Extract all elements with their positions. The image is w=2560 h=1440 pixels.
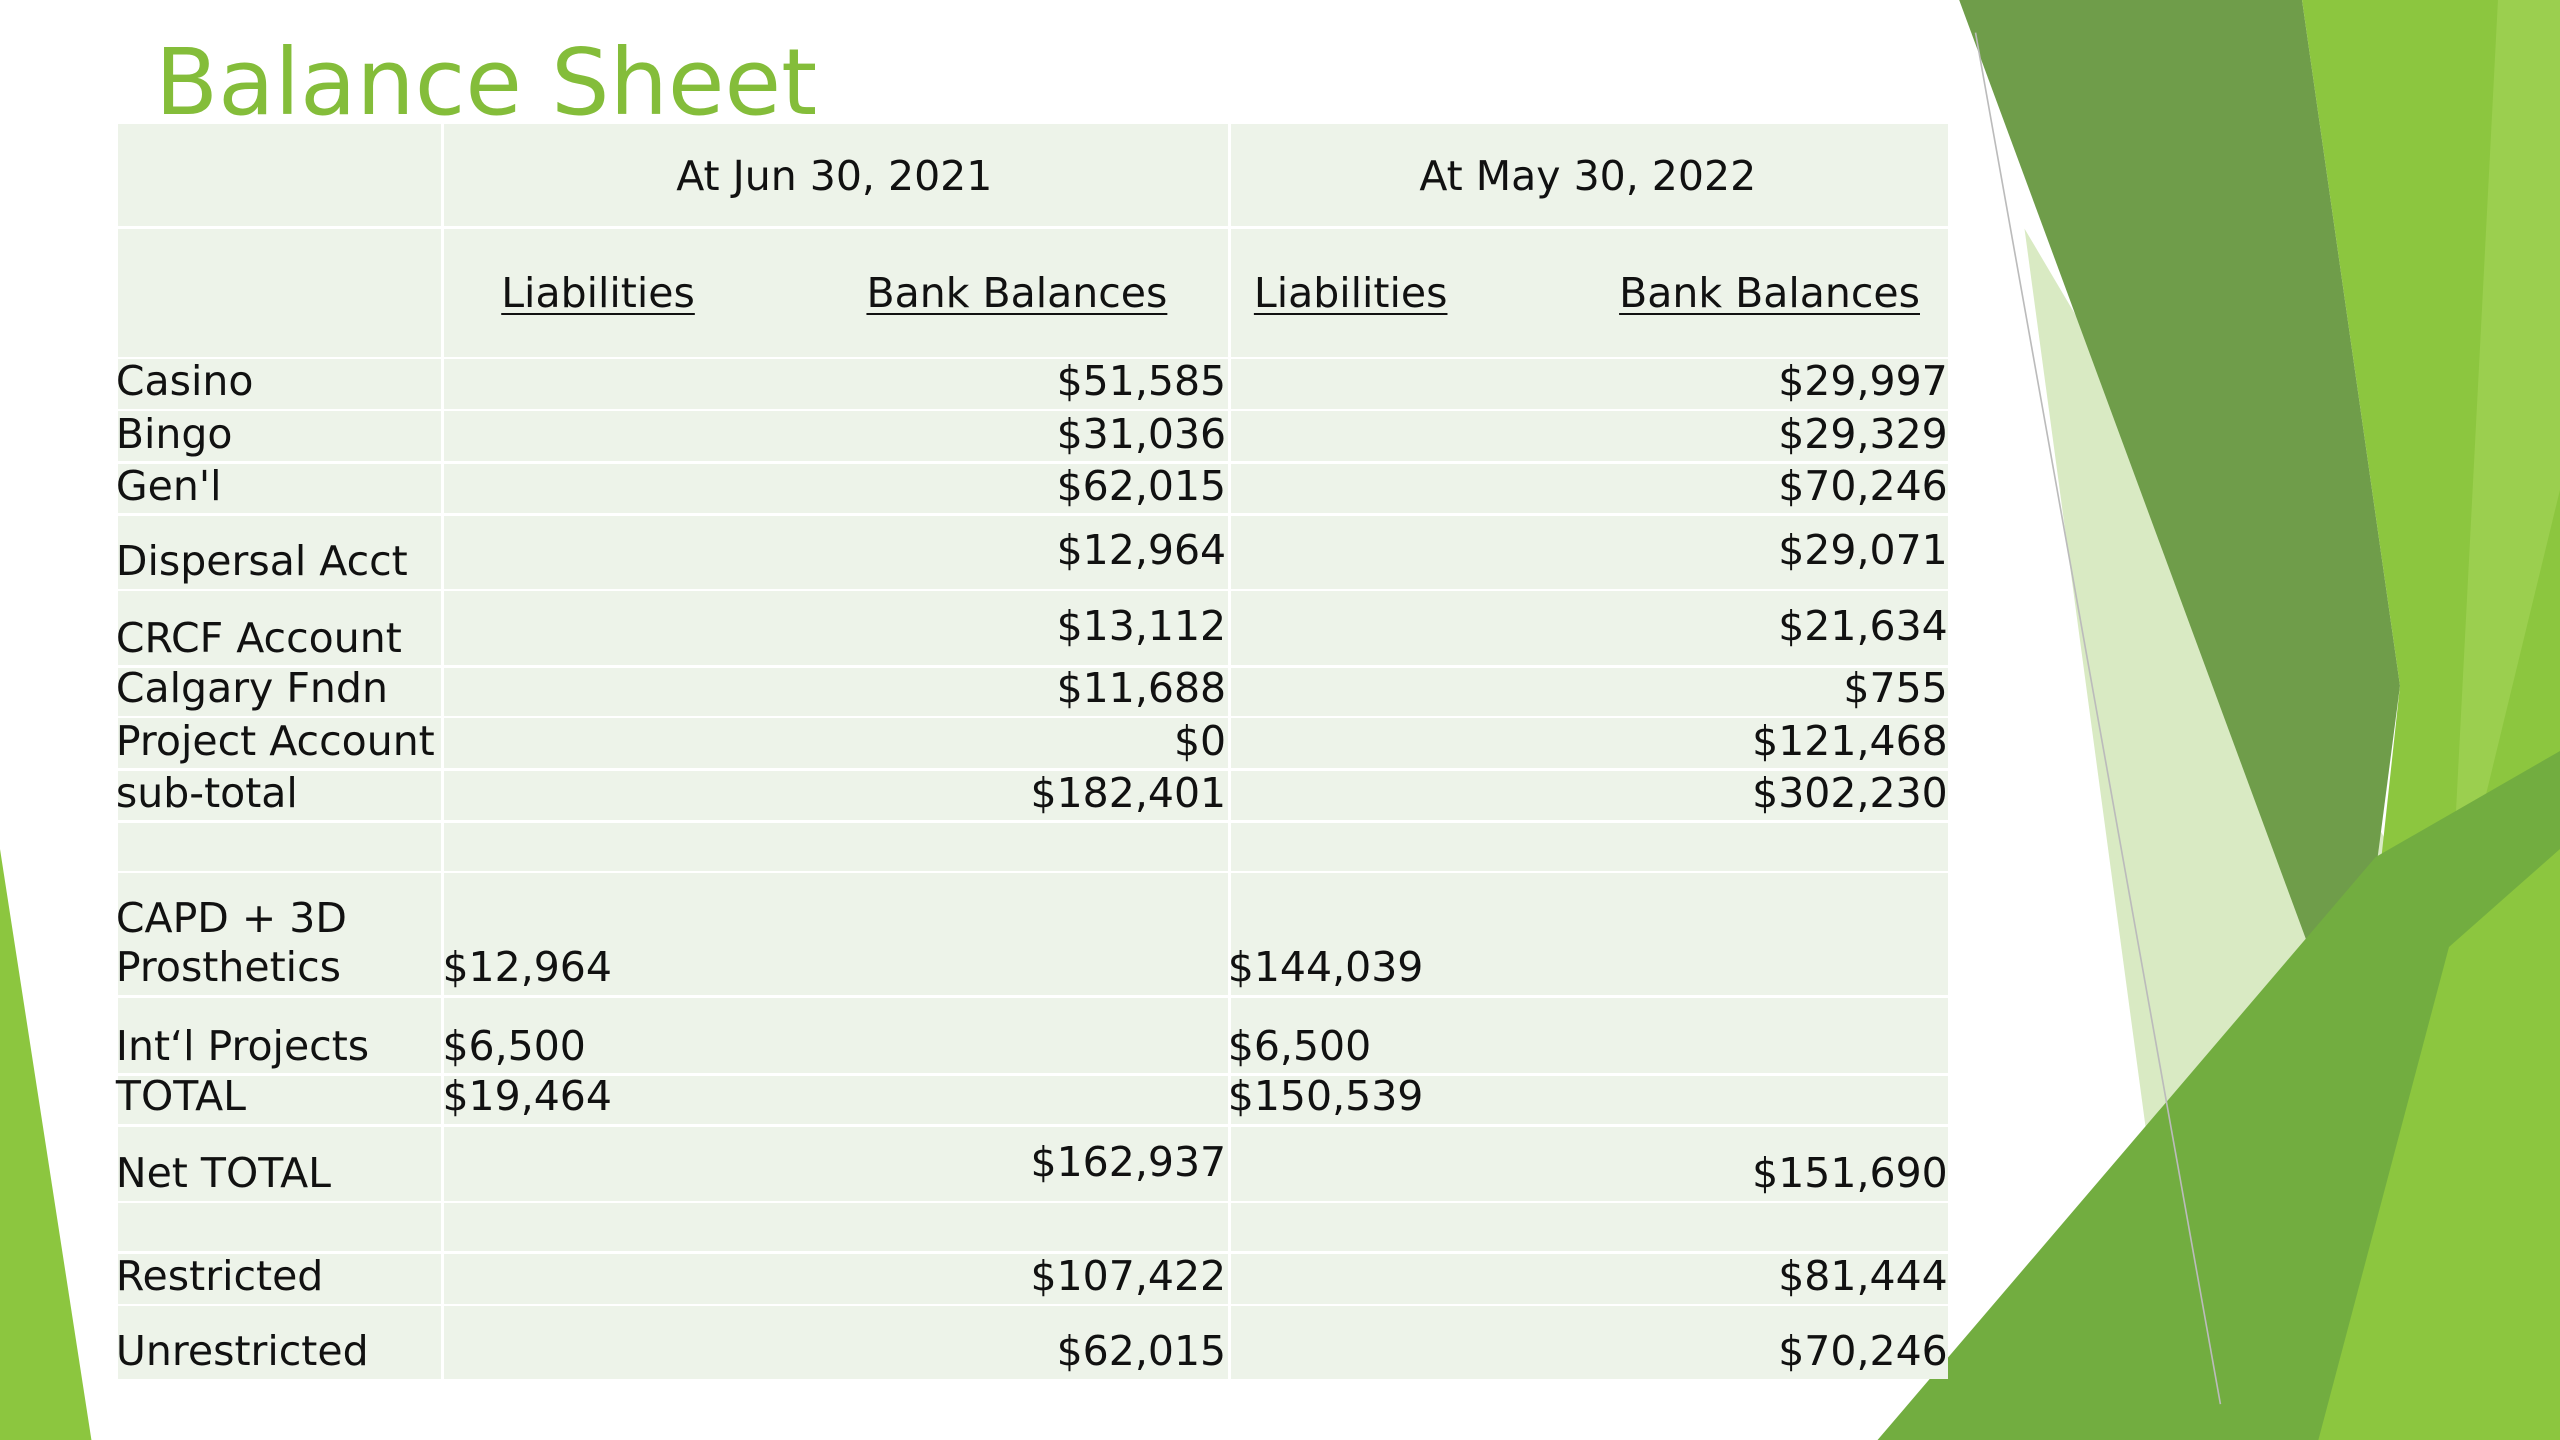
period-header: At May 30, 2022: [1419, 151, 1757, 200]
table-row-bg: [118, 718, 1948, 769]
table-row-bg: [118, 1126, 1948, 1201]
bank-value: $13,112: [1056, 602, 1227, 651]
liability-value: $150,539: [1227, 1072, 1424, 1121]
thin-line: [1974, 32, 2222, 1405]
bank-value: $12,964: [1056, 526, 1227, 575]
row-label: Project Account: [115, 716, 435, 765]
table-row-bg: [118, 591, 1948, 666]
table-row-bg: [118, 515, 1948, 589]
row-label-line: CAPD + 3D: [115, 894, 347, 943]
row-label: Restricted: [115, 1252, 324, 1301]
row-label: TOTAL: [115, 1072, 246, 1121]
column-header: Liabilities: [501, 269, 695, 318]
table-row-bg: [118, 997, 1948, 1074]
row-label: Net TOTAL: [115, 1149, 331, 1198]
bank-value: $51,585: [1056, 357, 1227, 406]
bank-value: $182,401: [1030, 768, 1227, 817]
bank-value: $62,015: [1056, 461, 1227, 510]
table-row-bg: [118, 411, 1948, 462]
shape: [0, 848, 92, 1440]
period-header: At Jun 30, 2021: [676, 151, 993, 200]
bank-value: $62,015: [1056, 1327, 1227, 1376]
liability-value: $6,500: [442, 1021, 586, 1070]
bank-value: $70,246: [1778, 461, 1948, 510]
bank-value: $107,422: [1030, 1252, 1227, 1301]
bank-value: $70,246: [1778, 1327, 1948, 1376]
bank-value: $29,997: [1778, 357, 1948, 406]
liability-value: $6,500: [1227, 1021, 1372, 1070]
shape: [2448, 0, 2560, 947]
bank-value: $31,036: [1056, 409, 1227, 458]
table-row-bg: [118, 359, 1948, 409]
table-row-bg: [118, 822, 1948, 871]
table-row-bg: [118, 463, 1948, 514]
bank-value: $121,468: [1752, 716, 1948, 765]
row-label: Dispersal Acct: [115, 536, 408, 585]
row-label: sub-total: [115, 768, 298, 817]
liability-value: $144,039: [1227, 943, 1424, 992]
row-label: Gen'l: [115, 461, 222, 510]
table-row-bg: [118, 1203, 1948, 1252]
row-label: Casino: [115, 357, 254, 406]
bank-value: $11,688: [1056, 664, 1227, 713]
bank-value: $755: [1843, 664, 1948, 713]
column-header: Bank Balances: [866, 269, 1168, 318]
bank-value: $29,071: [1778, 526, 1948, 575]
shape: [2318, 848, 2560, 1440]
table-row-bg: [118, 873, 1948, 996]
row-label: Calgary Fndn: [115, 664, 388, 713]
bank-value: $302,230: [1752, 768, 1948, 817]
shape: [1959, 0, 2400, 1062]
row-label: CAPD + 3D Prosthetics: [116, 873, 347, 992]
table-row-bg: [118, 1306, 1948, 1379]
column-separator: [1227, 124, 1231, 1382]
row-label-line: Prosthetics: [115, 943, 341, 992]
table-row-bg: [118, 1253, 1948, 1304]
bank-value: $162,937: [1030, 1137, 1227, 1186]
liability-value: $12,964: [442, 943, 612, 992]
row-label: CRCF Account: [115, 613, 402, 662]
liability-value: $19,464: [442, 1072, 612, 1121]
bank-value: $29,329: [1778, 409, 1948, 458]
row-label: Int‘l Projects: [115, 1021, 370, 1070]
table-row-bg: [118, 667, 1948, 716]
bank-value: $81,444: [1778, 1252, 1948, 1301]
table-row-bg: [118, 124, 1948, 227]
bank-value: $21,634: [1778, 602, 1948, 651]
column-separator: [440, 124, 444, 1382]
bank-value: $0: [1173, 716, 1227, 765]
bank-value: $151,690: [1752, 1149, 1948, 1198]
row-label: Unrestricted: [115, 1327, 369, 1376]
row-label: Bingo: [115, 409, 233, 458]
column-header: Bank Balances: [1619, 269, 1920, 318]
table-row-bg: [118, 228, 1948, 357]
table-row-bg: [118, 1075, 1948, 1125]
table-row-bg: [118, 770, 1948, 821]
column-header: Liabilities: [1253, 269, 1448, 318]
title: Balance Sheet: [155, 29, 818, 136]
